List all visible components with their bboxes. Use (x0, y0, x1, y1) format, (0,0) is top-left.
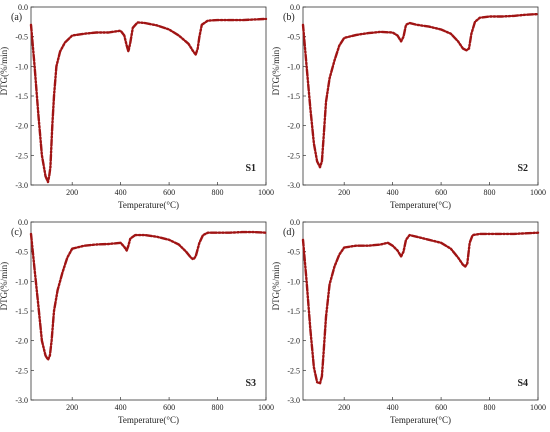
x-tick-label: 200 (66, 403, 78, 412)
y-tick-label: -1.5 (15, 307, 28, 316)
panel-s3: 200 400 600 800 1000 0.0 -0.5 -1.0 -1.5 -2.0 -2.5 -… (0, 218, 274, 425)
y-tick-label: -0.5 (15, 33, 28, 42)
panel-letter: (d) (283, 227, 295, 238)
sample-label: S3 (245, 378, 256, 389)
y-tick-label: -1.0 (287, 62, 300, 71)
panel-s4: 200 400 600 800 1000 0.0 -0.5 -1.0 -1.5 -2.0 -2.5 -… (271, 218, 546, 425)
y-tick-label: -2.0 (15, 122, 28, 131)
y-tick-label: 0.0 (18, 218, 28, 227)
x-tick-label: 400 (387, 403, 399, 412)
y-tick-label: -0.5 (287, 248, 300, 257)
dtg-curve (301, 12, 540, 169)
x-tick-label: 800 (212, 188, 224, 197)
x-axis-label: Temperature(°C) (390, 200, 451, 210)
dtg-curve (29, 230, 268, 361)
y-tick-label: 0.0 (290, 218, 300, 227)
x-tick-label: 800 (484, 188, 496, 197)
x-tick-label: 600 (435, 188, 447, 197)
y-tick-label: -2.5 (15, 366, 28, 375)
y-tick-label: 0.0 (290, 3, 300, 12)
x-tick-label: 1000 (530, 188, 546, 197)
y-tick-label: -1.5 (287, 307, 300, 316)
x-axis-label: Temperature(°C) (390, 415, 451, 425)
y-tick-label: -1.5 (15, 92, 28, 101)
x-tick-label: 800 (212, 403, 224, 412)
y-tick-label: -1.0 (15, 277, 28, 286)
x-tick-label: 600 (163, 403, 175, 412)
sample-label: S1 (245, 163, 256, 174)
y-tick-label: -2.5 (287, 366, 300, 375)
x-tick-label: 200 (338, 403, 350, 412)
x-tick-label: 400 (115, 188, 127, 197)
y-tick-label: -1.5 (287, 92, 300, 101)
x-tick-label: 200 (66, 188, 78, 197)
plot-frame (302, 221, 539, 401)
x-tick-label: 1000 (258, 403, 274, 412)
x-tick-label: 400 (387, 188, 399, 197)
y-tick-label: -3.0 (287, 181, 300, 190)
y-axis-label: DTG(%/min) (0, 262, 9, 311)
y-tick-label: -2.5 (15, 151, 28, 160)
sample-label: S4 (517, 378, 528, 389)
x-tick-label: 1000 (258, 188, 274, 197)
x-tick-label: 600 (435, 403, 447, 412)
y-axis-label: DTG(%/min) (271, 262, 281, 311)
plot-frame (30, 6, 267, 186)
panel-s1: 200 400 600 800 1000 0.0 -0.5 -1.0 -1.5 -2.0 -2.5 -… (0, 3, 274, 210)
y-tick-label: -3.0 (15, 396, 28, 405)
dtg-curve (29, 17, 268, 184)
y-axis-label: DTG(%/min) (271, 47, 281, 96)
panel-s2: 200 400 600 800 1000 0.0 -0.5 -1.0 -1.5 -2.0 -2.5 -… (271, 3, 546, 210)
y-tick-label: -3.0 (15, 181, 28, 190)
y-tick-label: -2.5 (287, 151, 300, 160)
x-tick-label: 200 (338, 188, 350, 197)
panel-letter: (c) (11, 227, 22, 238)
x-tick-label: 600 (163, 188, 175, 197)
y-tick-label: -2.0 (287, 337, 300, 346)
panel-letter: (b) (283, 12, 295, 23)
plot-frame (302, 6, 539, 186)
x-axis-label: Temperature(°C) (118, 415, 179, 425)
y-tick-label: -1.0 (15, 62, 28, 71)
panel-letter: (a) (11, 12, 22, 23)
x-axis-label: Temperature(°C) (118, 200, 179, 210)
x-tick-label: 800 (484, 403, 496, 412)
plot-frame (30, 221, 267, 401)
y-tick-label: -2.0 (15, 337, 28, 346)
x-tick-label: 400 (115, 403, 127, 412)
y-tick-label: -2.0 (287, 122, 300, 131)
x-tick-label: 1000 (530, 403, 546, 412)
y-tick-label: -1.0 (287, 277, 300, 286)
sample-label: S2 (517, 163, 528, 174)
y-axis-label: DTG(%/min) (0, 47, 9, 96)
y-tick-label: 0.0 (18, 3, 28, 12)
y-tick-label: -3.0 (287, 396, 300, 405)
y-tick-label: -0.5 (15, 248, 28, 257)
dtg-curve (301, 231, 540, 385)
y-tick-label: -0.5 (287, 33, 300, 42)
